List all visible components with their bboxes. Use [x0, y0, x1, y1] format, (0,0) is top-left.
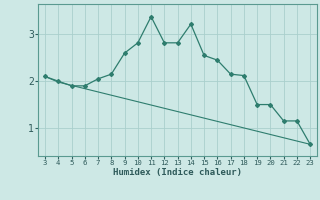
- X-axis label: Humidex (Indice chaleur): Humidex (Indice chaleur): [113, 168, 242, 177]
